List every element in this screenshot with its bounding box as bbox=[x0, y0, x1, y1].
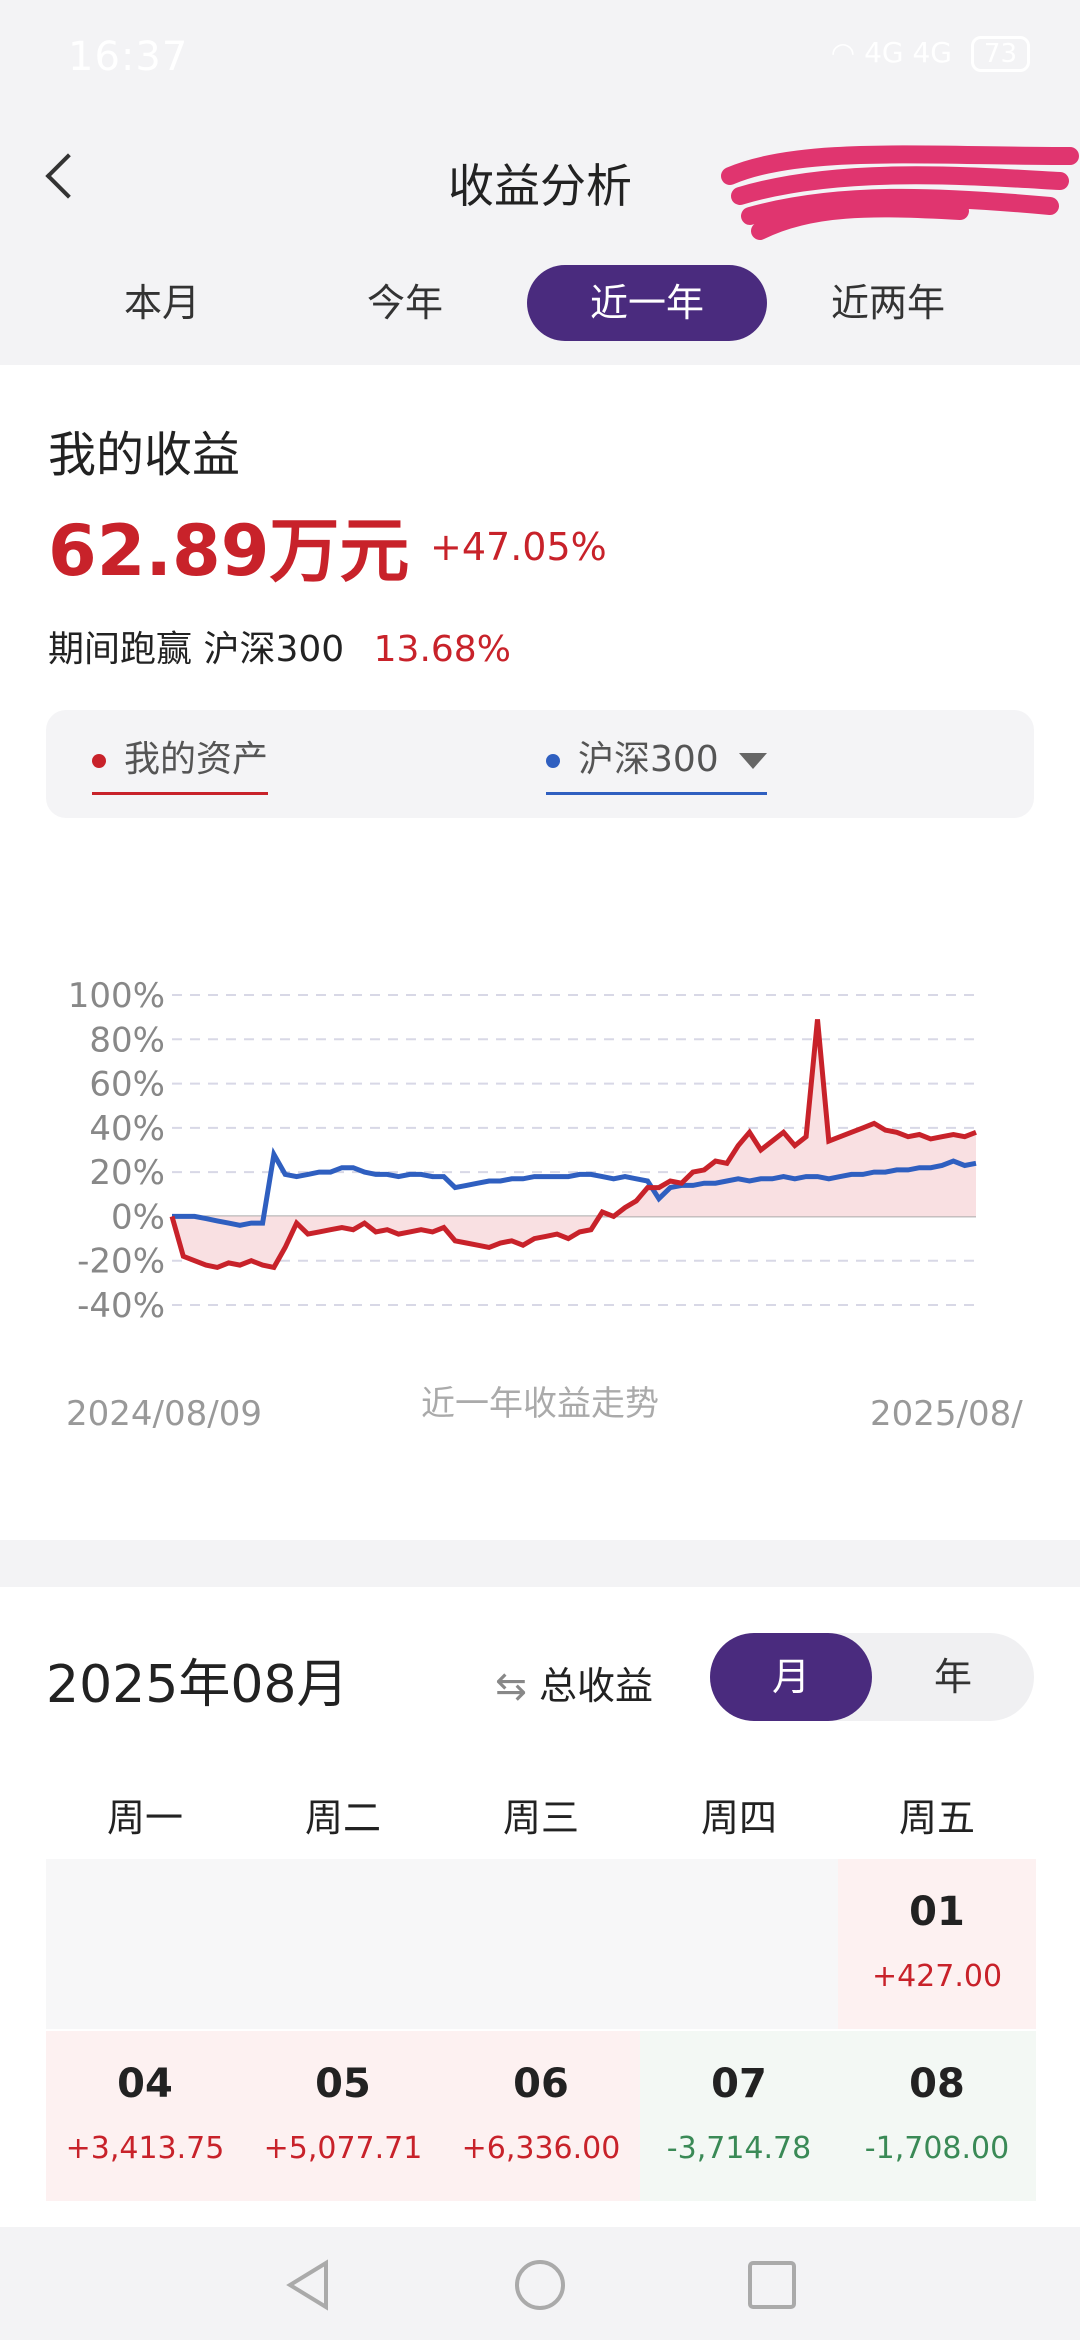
day-number: 07 bbox=[711, 2061, 767, 2107]
page-title: 收益分析 bbox=[448, 159, 632, 213]
y-tick-label: 0% bbox=[111, 1197, 165, 1237]
period-tabs: 本月 今年 近一年 近两年 bbox=[0, 245, 1080, 365]
x-end-label: 2025/08/ bbox=[870, 1394, 1023, 1434]
legend-dot-bench bbox=[546, 754, 560, 768]
benchmark-selector[interactable]: 沪深300 bbox=[546, 730, 767, 795]
redaction-scribble bbox=[721, 145, 1079, 240]
segment-month[interactable]: 月 bbox=[710, 1633, 872, 1721]
calendar-empty-cell bbox=[46, 1859, 244, 2029]
y-tick-label: -40% bbox=[77, 1286, 165, 1326]
legend-bench-label: 沪深300 bbox=[578, 739, 719, 780]
beat-benchmark: 期间跑赢 沪深300 13.68% bbox=[48, 620, 511, 672]
y-tick-label: 40% bbox=[89, 1109, 165, 1149]
x-start-label: 2024/08/09 bbox=[66, 1394, 262, 1434]
calendar-section: 2025年08月 ⇆ 总收益 月 年 周一 周二 周三 周四 周五 01 +427… bbox=[0, 1587, 1080, 2227]
wifi-icon: ◠ bbox=[830, 36, 856, 69]
y-tick-label: 100% bbox=[68, 976, 165, 1016]
legend-mine-label: 我的资产 bbox=[124, 739, 269, 780]
total-profit-toggle[interactable]: ⇆ 总收益 bbox=[495, 1655, 653, 1710]
day-number: 01 bbox=[909, 1889, 965, 1935]
weekday-mon: 周一 bbox=[106, 1796, 183, 1840]
nav-recents-icon[interactable] bbox=[744, 2257, 800, 2313]
month-year-switch: 月 年 bbox=[710, 1633, 1034, 1721]
calendar-empty-cell bbox=[640, 1859, 838, 2029]
chart-legend: 我的资产 沪深300 bbox=[46, 710, 1034, 818]
status-icons: ◠ 4G 4G 73 bbox=[831, 36, 1030, 72]
y-tick-label: 80% bbox=[89, 1020, 165, 1060]
dropdown-caret-icon bbox=[738, 753, 767, 769]
beat-value: 13.68% bbox=[373, 629, 511, 670]
legend-dot-mine bbox=[92, 754, 106, 768]
bench-series-line bbox=[172, 1146, 977, 1228]
day-profit: +3,413.75 bbox=[65, 2131, 225, 2166]
calendar-day-cell[interactable]: 08 -1,708.00 bbox=[838, 2031, 1036, 2201]
day-profit: -3,714.78 bbox=[666, 2131, 812, 2166]
swap-icon: ⇆ bbox=[495, 1664, 527, 1708]
nav-back-icon[interactable] bbox=[280, 2257, 336, 2313]
day-number: 08 bbox=[909, 2061, 965, 2107]
day-profit: +6,336.00 bbox=[461, 2131, 621, 2166]
battery-icon: 73 bbox=[970, 36, 1030, 72]
weekday-thu: 周四 bbox=[700, 1796, 777, 1840]
toggle-label: 总收益 bbox=[538, 1664, 653, 1708]
weekday-fri: 周五 bbox=[898, 1796, 975, 1840]
calendar-empty-cell bbox=[442, 1859, 640, 2029]
section-title: 我的收益 bbox=[48, 427, 241, 483]
calendar-day-cell[interactable]: 07 -3,714.78 bbox=[640, 2031, 838, 2201]
tab-this-year[interactable]: 今年 bbox=[366, 281, 443, 325]
day-number: 04 bbox=[117, 2061, 173, 2107]
profit-percent: +47.05% bbox=[430, 525, 607, 569]
x-axis-label: 近一年收益走势 bbox=[421, 1384, 659, 1424]
summary-card: 我的收益 62.89万元 +47.05% 期间跑赢 沪深300 13.68% 我… bbox=[0, 365, 1080, 1540]
total-profit: 62.89万元 bbox=[48, 510, 410, 592]
segment-year[interactable]: 年 bbox=[933, 1655, 972, 1699]
weekday-tue: 周二 bbox=[304, 1796, 381, 1840]
mine-area bbox=[172, 1019, 976, 1268]
mine-series-line bbox=[169, 1019, 977, 1271]
beat-label: 期间跑赢 bbox=[48, 629, 193, 670]
calendar-empty-cell bbox=[244, 1859, 442, 2029]
calendar-day-cell[interactable]: 01 +427.00 bbox=[838, 1859, 1036, 2029]
day-profit: +427.00 bbox=[871, 1959, 1003, 1994]
calendar-day-cell[interactable]: 05 +5,077.71 bbox=[244, 2031, 442, 2201]
y-tick-labels: 100%80% 60%40%20%0% -20%-40% bbox=[68, 976, 165, 1326]
weekday-wed: 周三 bbox=[502, 1796, 579, 1840]
top-header: 收益分析 bbox=[0, 120, 1080, 245]
tab-last-year[interactable]: 近一年 bbox=[527, 265, 767, 341]
calendar-day-cell[interactable]: 06 +6,336.00 bbox=[442, 2031, 640, 2201]
calendar-month[interactable]: 2025年08月 bbox=[46, 1655, 349, 1715]
tab-last-two-years[interactable]: 近两年 bbox=[830, 281, 945, 325]
benchmark-name: 沪深300 bbox=[203, 629, 345, 670]
calendar-day-cell[interactable]: 04 +3,413.75 bbox=[46, 2031, 244, 2201]
clock: 16:37 bbox=[68, 34, 189, 80]
profit-chart: 100%80% 60%40%20%0% -20%-40% 2024/08/09 近一… bbox=[66, 976, 1023, 1434]
y-tick-label: 20% bbox=[89, 1153, 165, 1193]
day-profit: +5,077.71 bbox=[263, 2131, 423, 2166]
tab-this-month[interactable]: 本月 bbox=[123, 281, 200, 325]
signal-icon: 4G 4G bbox=[864, 36, 952, 69]
y-tick-label: -20% bbox=[77, 1242, 165, 1282]
day-number: 05 bbox=[315, 2061, 371, 2107]
day-profit: -1,708.00 bbox=[864, 2131, 1010, 2166]
y-tick-label: 60% bbox=[89, 1065, 165, 1105]
day-number: 06 bbox=[513, 2061, 569, 2107]
legend-mine[interactable]: 我的资产 bbox=[92, 730, 269, 795]
system-nav-bar bbox=[0, 2227, 1080, 2340]
status-bar: 16:37 ◠ 4G 4G 73 bbox=[0, 0, 1080, 120]
nav-home-icon[interactable] bbox=[512, 2257, 568, 2313]
